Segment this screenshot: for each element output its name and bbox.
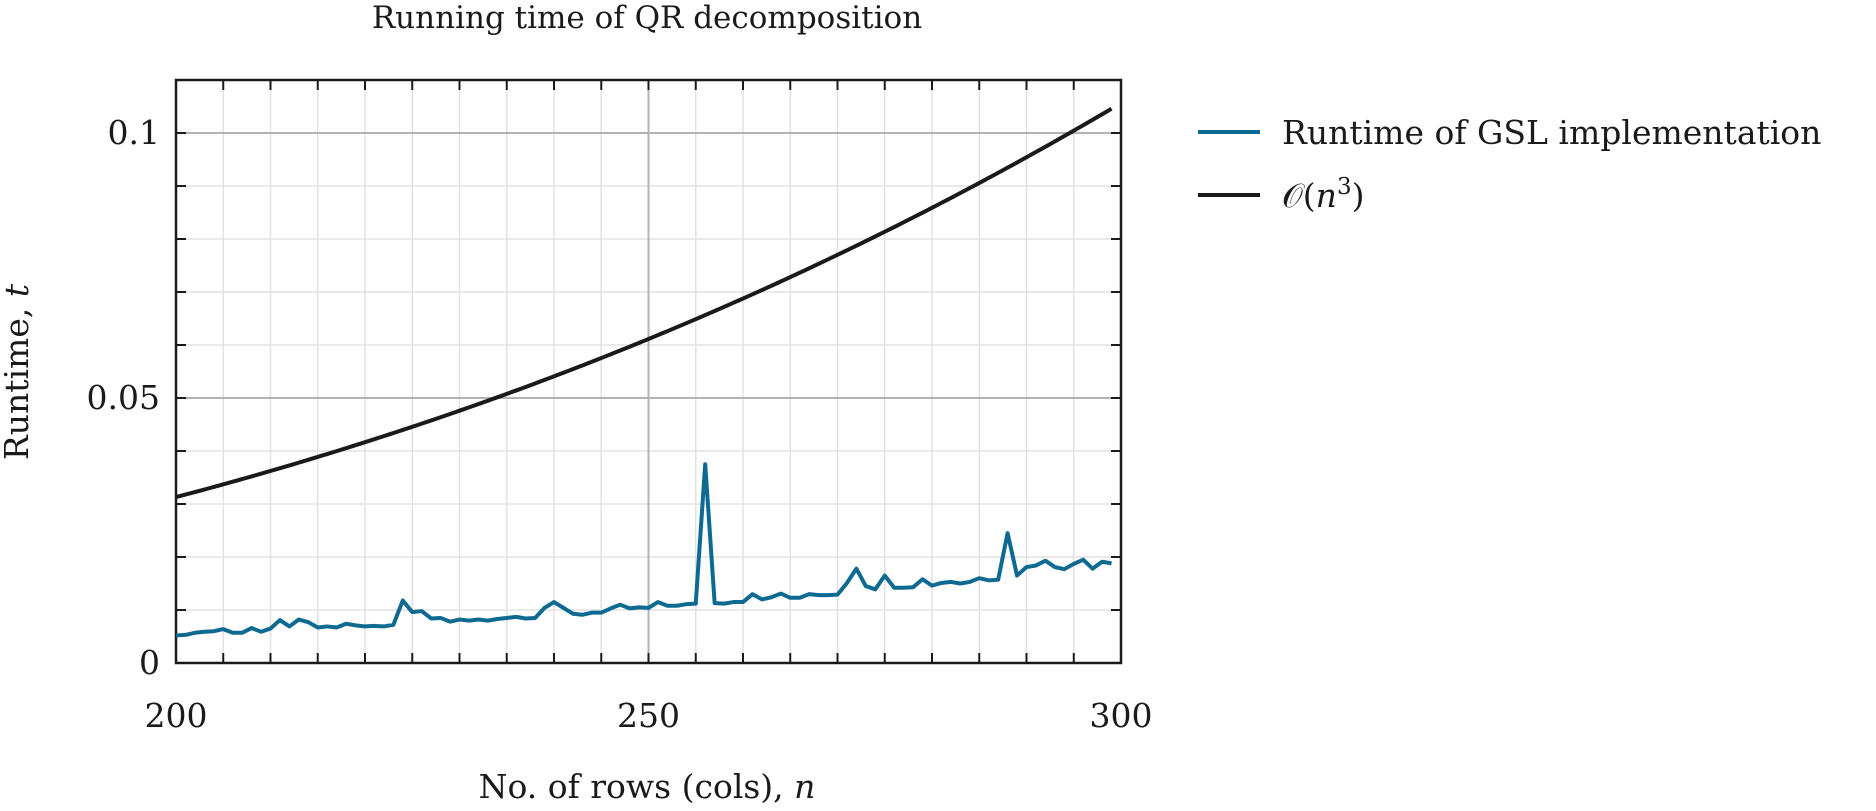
x-axis-label-text: No. of rows (cols), <box>479 767 795 806</box>
major-gridlines <box>176 80 1121 663</box>
x-tick-label: 200 <box>145 696 208 735</box>
legend-label-gsl-runtime: Runtime of GSL implementation <box>1282 113 1821 152</box>
y-axis-label-var: t <box>0 283 36 297</box>
x-tick-labels: 200 250 300 <box>145 696 1153 735</box>
x-tick-label: 250 <box>617 696 680 735</box>
legend-o-var: n <box>1316 176 1337 215</box>
x-tick-label: 300 <box>1090 696 1153 735</box>
axis-ticks <box>176 80 1121 663</box>
y-axis-label: Runtime, t <box>0 283 36 460</box>
legend-o-sup: 3 <box>1337 174 1352 200</box>
series-line-gsl-runtime <box>175 462 1112 638</box>
y-tick-labels: 0 0.05 0.1 <box>87 113 160 682</box>
legend-o-suffix: ) <box>1352 176 1365 215</box>
y-tick-label: 0.05 <box>87 378 160 417</box>
series-line-o-n-cubed <box>175 106 1113 500</box>
y-axis-label-text: Runtime, <box>0 297 36 460</box>
legend-label-o-n-cubed: 𝒪(n3) <box>1282 174 1364 215</box>
y-tick-label: 0.1 <box>108 113 160 152</box>
y-tick-label: 0 <box>139 643 160 682</box>
chart-title: Running time of QR decomposition <box>372 0 922 36</box>
legend-o-prefix: 𝒪( <box>1282 176 1316 215</box>
legend: Runtime of GSL implementation 𝒪(n3) <box>1198 113 1821 215</box>
x-axis-label: No. of rows (cols), n <box>479 767 816 806</box>
x-axis-label-var: n <box>794 767 815 806</box>
